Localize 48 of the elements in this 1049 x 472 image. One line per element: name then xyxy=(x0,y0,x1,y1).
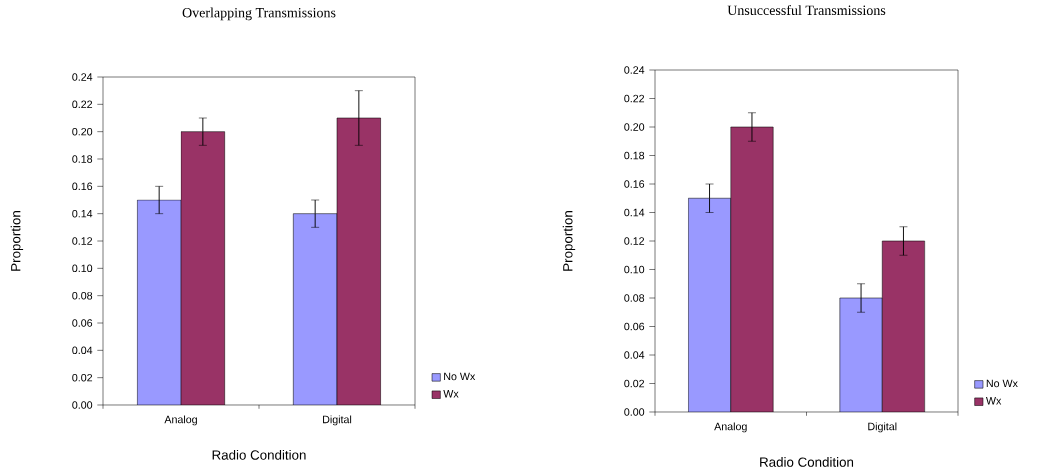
x-axis-title: Radio Condition xyxy=(212,449,306,460)
y-tick-label: 0.08 xyxy=(72,291,93,300)
y-tick-label: 0.14 xyxy=(624,208,645,217)
y-tick-label: 0.22 xyxy=(72,100,93,109)
y-tick-label: 0.00 xyxy=(624,408,645,416)
y-tick-label: 0.00 xyxy=(72,401,93,409)
legend-label: Wx xyxy=(443,390,459,398)
y-axis-title: Proportion xyxy=(10,211,24,271)
legend-label: Wx xyxy=(985,397,1002,405)
y-tick-label: 0.02 xyxy=(624,379,645,388)
bar xyxy=(293,213,338,405)
y-tick-label: 0.14 xyxy=(72,209,93,218)
y-tick-label: 0.18 xyxy=(624,151,645,160)
y-tick-label: 0.20 xyxy=(72,127,93,136)
y-tick-label: 0.06 xyxy=(624,322,645,331)
x-tick-label: Digital xyxy=(868,422,897,433)
y-tick-label: 0.02 xyxy=(72,373,93,382)
legend-label: No Wx xyxy=(986,379,1018,388)
y-tick-label: 0.16 xyxy=(72,182,93,191)
y-axis-title: Proportion xyxy=(562,211,576,271)
y-tick-label: 0.24 xyxy=(624,66,645,74)
y-tick-label: 0.12 xyxy=(624,237,645,245)
y-tick-label: 0.10 xyxy=(624,265,645,274)
chart-title: Overlapping Transmissions xyxy=(182,7,336,21)
chart-title: Unsuccessful Transmissions xyxy=(727,5,886,16)
y-tick-label: 0.08 xyxy=(624,294,645,302)
y-tick-label: 0.04 xyxy=(624,351,645,359)
y-tick-label: 0.04 xyxy=(72,346,93,355)
y-tick-label: 0.12 xyxy=(72,237,93,245)
y-tick-label: 0.20 xyxy=(624,123,645,131)
x-tick-label: Analog xyxy=(164,415,197,426)
y-tick-label: 0.10 xyxy=(72,264,93,273)
bar xyxy=(839,297,883,412)
bar xyxy=(180,131,225,405)
x-tick-label: Analog xyxy=(714,422,747,433)
x-tick-label: Digital xyxy=(323,415,352,426)
y-tick-label: 0.24 xyxy=(72,73,93,81)
legend-label: No Wx xyxy=(444,372,476,381)
bar xyxy=(881,240,925,412)
y-tick-label: 0.18 xyxy=(72,155,93,163)
bar xyxy=(688,197,732,412)
bar xyxy=(730,126,774,412)
x-axis-title: Radio Condition xyxy=(760,457,854,467)
y-tick-label: 0.22 xyxy=(624,94,645,103)
bar xyxy=(336,117,381,405)
bar xyxy=(137,199,182,405)
y-tick-label: 0.16 xyxy=(624,180,645,188)
y-tick-label: 0.06 xyxy=(72,319,93,327)
